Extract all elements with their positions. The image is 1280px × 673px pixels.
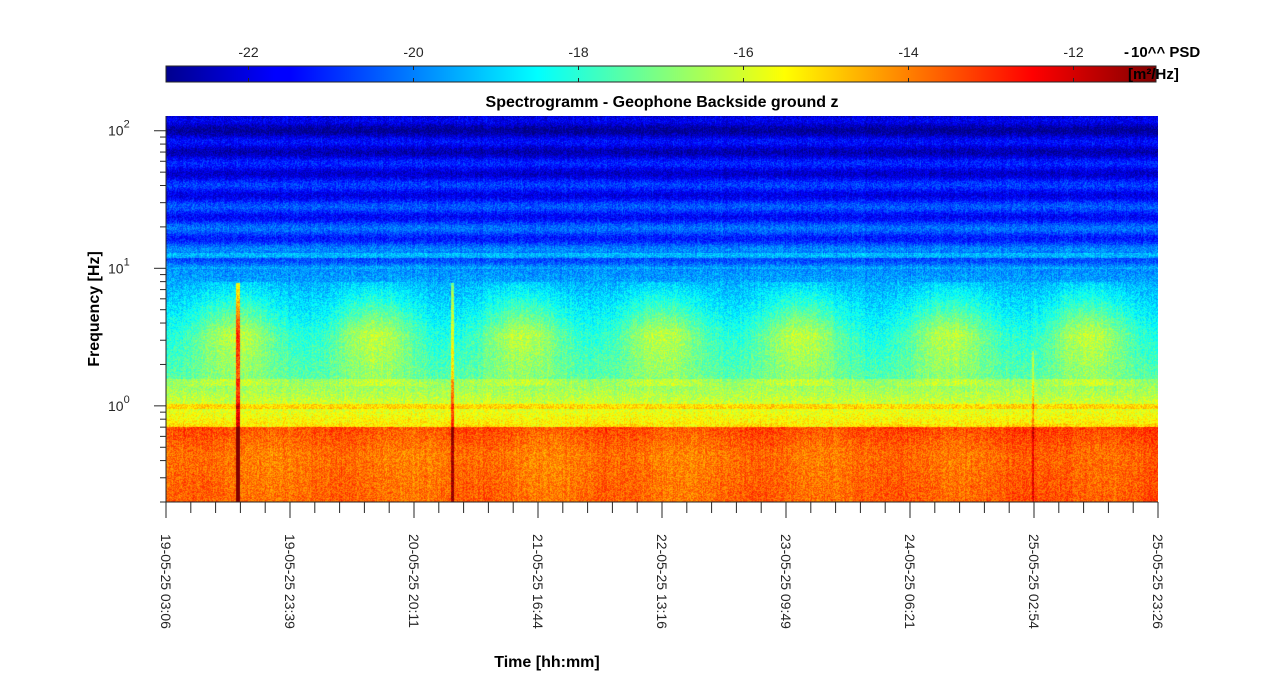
y-tick-exponent: 1: [124, 256, 130, 268]
x-tick-label: 22-05-25 13:16: [654, 534, 670, 629]
y-tick-base: 10: [108, 123, 124, 139]
x-tick-label: 19-05-25 23:39: [282, 534, 298, 629]
colorbar: -22 -20 -18 -16 -14 -12 - 10^^ PSD [m²/Hz]: [165, 44, 1200, 83]
colorbar-gradient: [165, 65, 1157, 83]
colorbar-label-line1: 10^^ PSD: [1131, 44, 1200, 61]
colorbar-tick-label: -16: [733, 44, 753, 60]
x-tick-label: 23-05-25 09:49: [778, 534, 794, 629]
colorbar-tick-label: -18: [568, 44, 588, 60]
colorbar-tick-label: -20: [403, 44, 423, 60]
y-tick-label: 101: [108, 256, 130, 276]
x-axis: 19-05-25 03:06 19-05-25 23:39 20-05-25 20:…: [158, 501, 1166, 629]
colorbar-tick-label: -14: [898, 44, 918, 60]
y-tick-exponent: 2: [124, 119, 130, 131]
x-axis-label: Time [hh:mm]: [494, 654, 599, 671]
chart-title: Spectrogramm - Geophone Backside ground …: [486, 94, 839, 111]
colorbar-ticks: -22 -20 -18 -16 -14 -12: [238, 44, 1084, 82]
spectrogram-image: [166, 116, 1158, 502]
x-tick-label: 21-05-25 16:44: [530, 534, 546, 629]
x-tick-label: 20-05-25 20:11: [406, 534, 422, 628]
x-tick-label: 25-05-25 02:54: [1026, 534, 1042, 629]
colorbar-label-line2: [m²/Hz]: [1128, 66, 1179, 83]
y-axis-label: Frequency [Hz]: [86, 251, 103, 367]
colorbar-tick-label: -12: [1063, 44, 1083, 60]
x-tick-label: 24-05-25 06:21: [902, 534, 918, 629]
x-tick-label: 25-05-25 23:26: [1150, 534, 1166, 629]
y-tick-base: 10: [108, 398, 124, 414]
y-tick-exponent: 0: [124, 394, 130, 406]
x-tick-label: 19-05-25 03:06: [158, 534, 174, 629]
y-tick-label: 102: [108, 119, 130, 139]
y-tick-base: 10: [108, 260, 124, 276]
colorbar-scale-sign: -: [1124, 44, 1129, 61]
y-tick-label: 100: [108, 394, 130, 414]
colorbar-tick-label: -22: [238, 44, 258, 60]
plot-area: [166, 116, 1158, 502]
